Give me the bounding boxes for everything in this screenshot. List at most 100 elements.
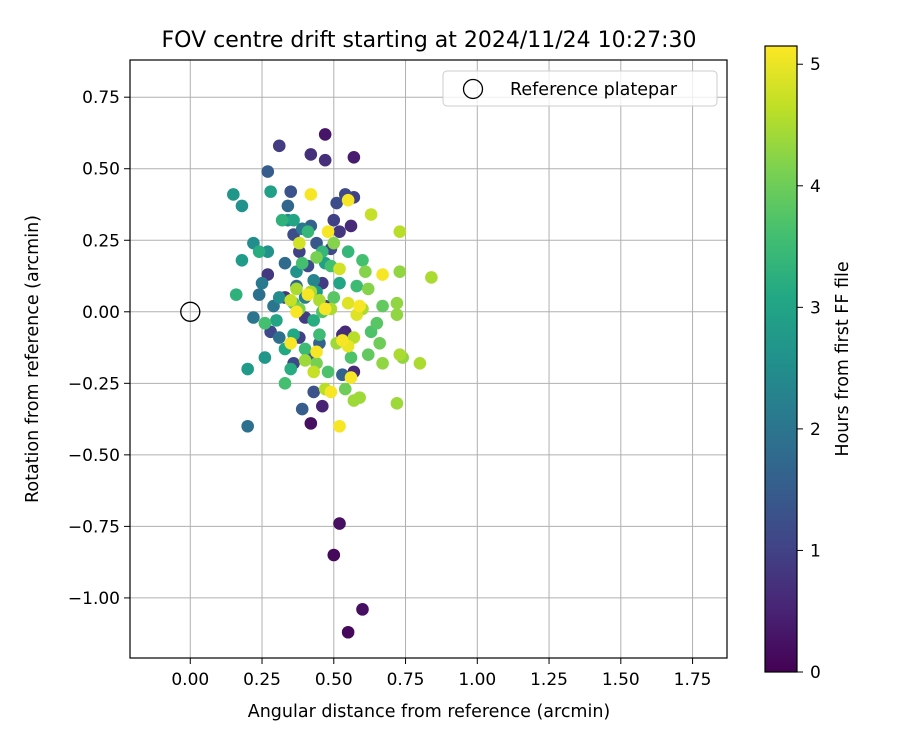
data-point [252,245,266,259]
data-point [356,603,369,616]
data-point [321,225,335,238]
grid-lines [130,60,727,658]
y-tick-label: 0.00 [82,303,120,323]
data-point [295,256,309,270]
data-point [316,399,329,413]
data-point [333,262,346,276]
x-tick-label: 1.75 [674,670,712,690]
x-tick-label: 1.00 [458,670,496,690]
y-axis-label: Rotation from reference (arcmin) [23,215,43,503]
reference-point-group [180,301,201,322]
x-axis-label: Angular distance from reference (arcmin) [248,702,611,722]
data-point [278,377,292,390]
data-point [272,139,286,153]
data-point [304,188,318,201]
y-tick-label: −0.25 [68,374,120,394]
data-point [333,517,346,530]
data-point [272,291,286,304]
data-point [287,213,300,227]
data-point [341,296,355,310]
data-point [341,625,355,639]
data-point [284,185,298,198]
data-point [425,271,438,284]
data-point [390,308,404,321]
data-point [241,362,254,376]
y-tick-label: 0.50 [82,160,120,180]
x-tick-label: 1.25 [530,670,568,690]
data-point [370,316,384,330]
legend-box [442,70,718,107]
data-point [333,419,346,433]
data-point [304,417,318,430]
data-point [353,391,366,404]
data-point [393,348,407,362]
colorbar-ticks: 0 1 2 3 4 5 [797,55,821,683]
data-point [321,365,335,379]
data-point [376,299,389,313]
legend-label: Reference platepar [510,80,678,100]
data-point [278,256,292,270]
data-point [327,548,341,562]
data-point [293,236,306,250]
data-point [338,382,352,396]
colorbar-tick-label: 3 [810,298,821,318]
colorbar: 0 1 2 3 4 5 Hours from first FF file [764,45,853,683]
legend-marker-circle [462,78,484,100]
data-point [330,196,343,210]
data-point [341,245,355,259]
data-point [333,225,346,238]
data-point [327,213,341,227]
data-point [390,296,404,310]
data-point [364,208,378,221]
data-point [281,199,295,213]
data-point [318,153,332,167]
data-point [264,185,277,198]
data-point [327,291,341,304]
colorbar-label: Hours from first FF file [833,261,853,456]
data-point [347,150,361,164]
data-point [304,148,318,161]
y-tick-label: −1.00 [68,589,120,609]
data-point [333,276,346,290]
data-point [290,282,303,296]
reference-platepar-marker [180,301,201,322]
y-axis-ticks: 0.75 0.50 0.25 0.00 −0.25 −0.50 −0.75 −1.00 [68,88,130,609]
data-point [361,282,375,296]
data-point [310,251,323,264]
data-point [341,193,355,207]
data-point [393,265,407,279]
data-point [241,419,254,433]
data-point [307,274,320,287]
data-point [307,365,320,379]
data-point [393,225,407,238]
data-point [324,385,338,399]
data-point [390,397,404,410]
x-tick-label: 0.00 [171,670,209,690]
data-point [284,362,298,376]
data-point [295,402,309,416]
data-point [272,331,286,344]
data-point [361,348,375,362]
data-point [318,302,332,316]
data-point [356,253,369,267]
data-point [247,311,260,324]
y-tick-label: −0.75 [68,517,120,537]
data-point [227,188,240,201]
data-point [261,245,275,259]
data-point [284,336,298,350]
data-point [336,334,349,347]
colorbar-tick-label: 0 [810,663,821,683]
data-point [310,345,323,359]
data-point [344,371,358,384]
x-tick-label: 0.75 [387,670,425,690]
data-point [353,299,366,313]
data-point [290,305,303,319]
y-tick-label: 0.75 [82,88,120,108]
colorbar-tick-label: 1 [810,541,821,561]
legend: Reference platepar [442,70,718,107]
data-point [270,314,283,327]
plot-frame [129,59,728,659]
data-point [258,351,272,364]
colorbar-tick-label: 4 [810,177,821,197]
